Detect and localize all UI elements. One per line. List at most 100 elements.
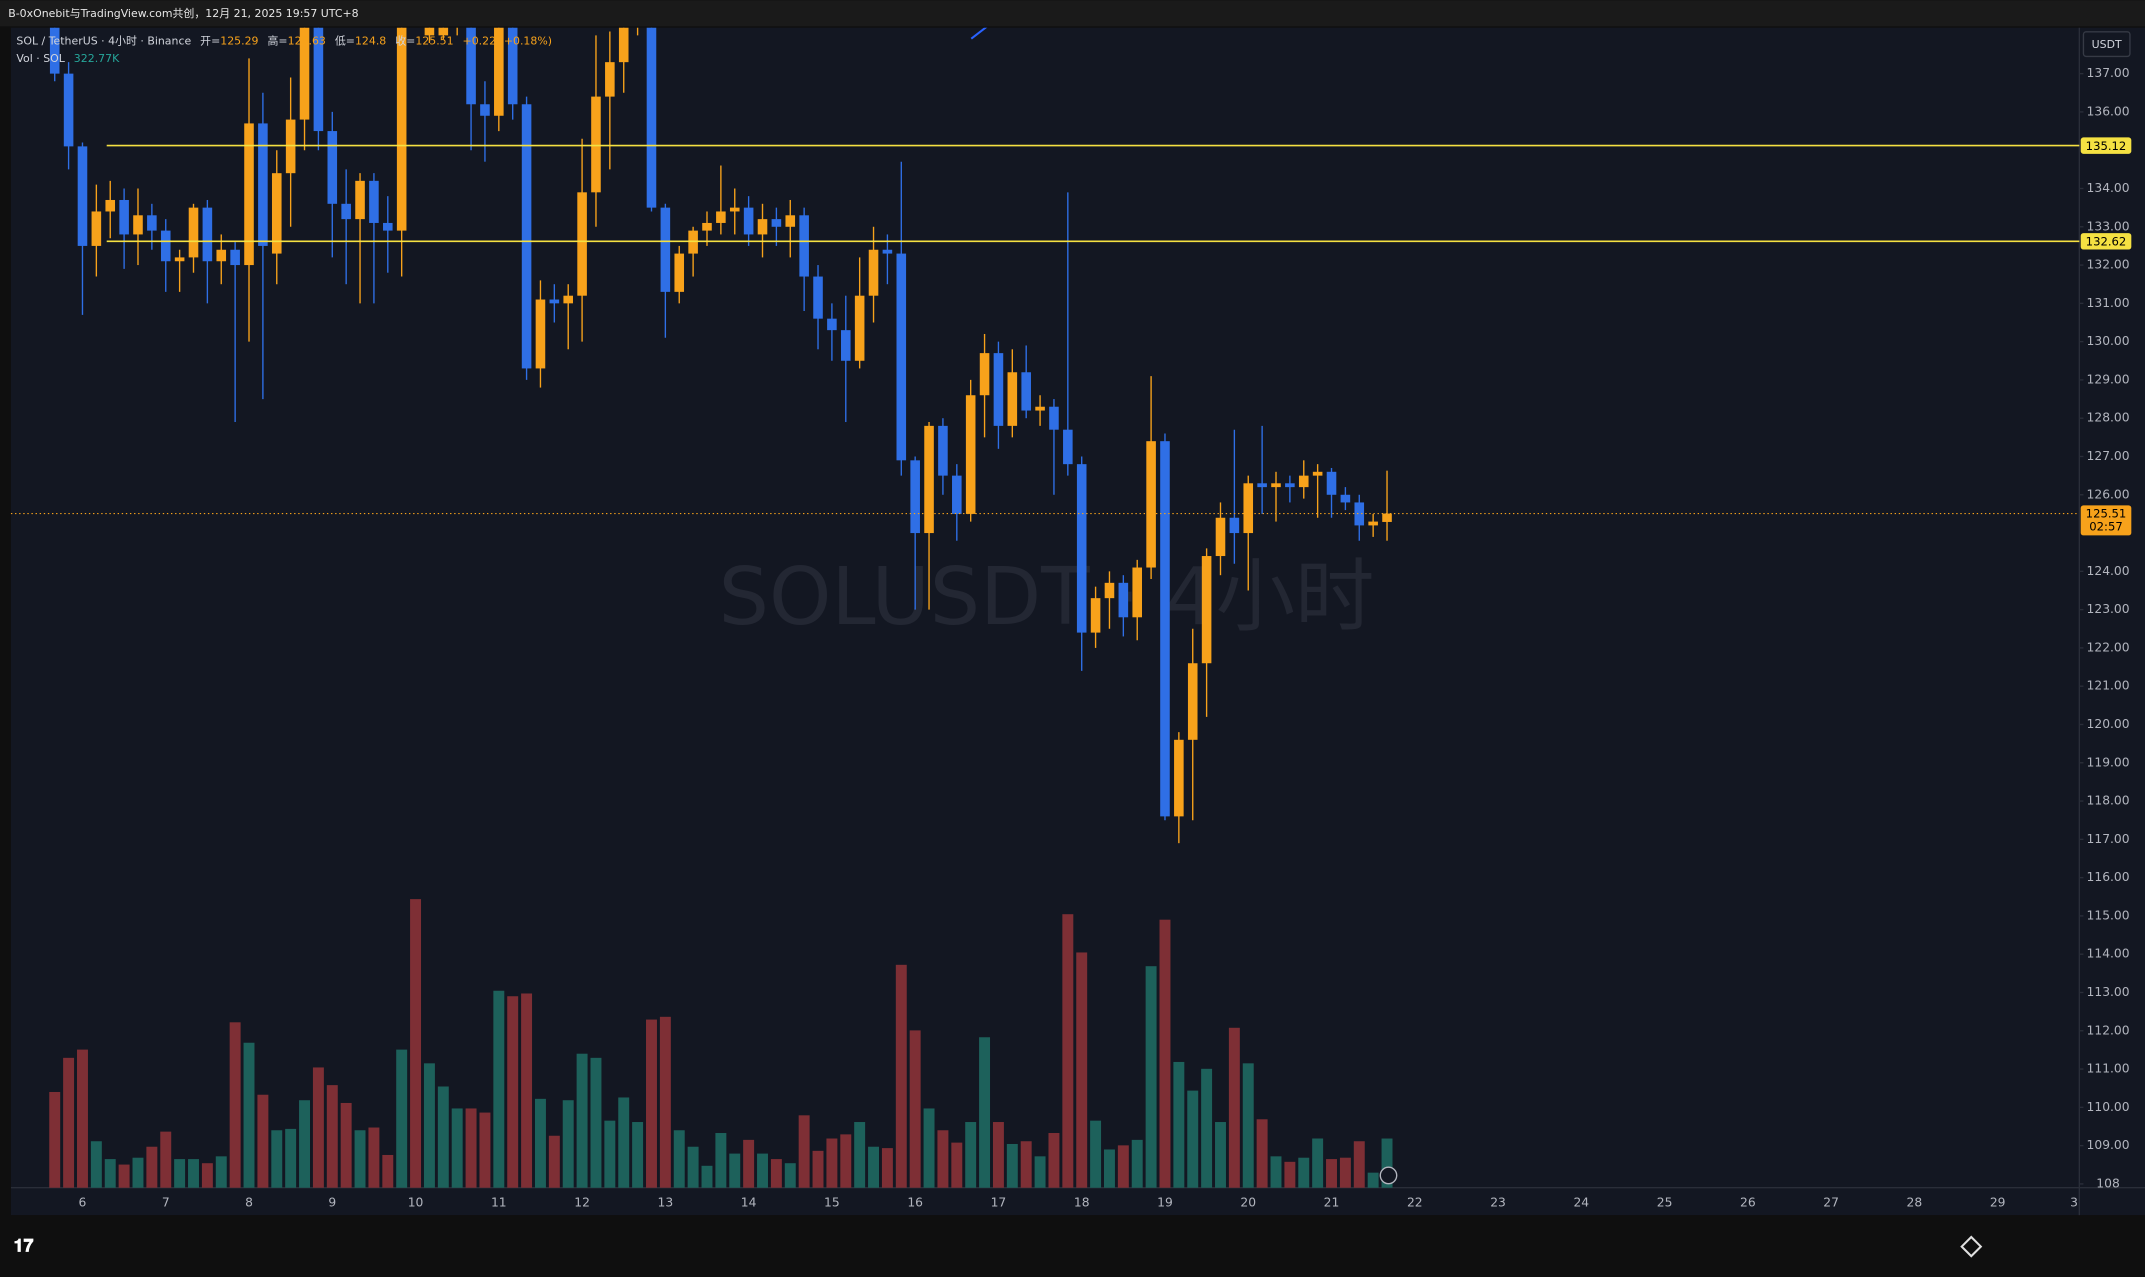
volume-bar xyxy=(1242,1063,1254,1188)
volume-bar xyxy=(1367,1172,1379,1188)
volume-bar xyxy=(534,1098,546,1188)
y-tick-label: 137.00 xyxy=(2087,66,2130,80)
candle-body xyxy=(868,249,879,296)
y-tick-label: 131.00 xyxy=(2087,296,2130,310)
volume-bar xyxy=(992,1122,1004,1188)
candle-body xyxy=(965,395,976,514)
volume-bar xyxy=(548,1135,560,1188)
volume-bar xyxy=(423,1063,435,1188)
volume-bar xyxy=(951,1142,963,1188)
volume-bar xyxy=(881,1148,893,1188)
legend-value: 125.51 xyxy=(415,34,453,47)
x-tick-label: 20 xyxy=(1240,1195,1256,1209)
x-tick-label: 9 xyxy=(328,1195,336,1209)
volume-bar xyxy=(437,1086,449,1188)
x-tick-label: 8 xyxy=(245,1195,253,1209)
y-tick-label: 109.00 xyxy=(2087,1138,2130,1152)
candle-body xyxy=(188,207,199,258)
x-tick-label: 28 xyxy=(1907,1195,1923,1209)
volume-bar xyxy=(451,1108,463,1188)
volume-bar xyxy=(909,1030,921,1188)
candle-body xyxy=(1104,582,1115,599)
volume-bar xyxy=(1187,1090,1199,1188)
y-tick-label: 120.00 xyxy=(2087,717,2130,731)
volume-bar xyxy=(1215,1122,1226,1188)
candle-body xyxy=(1049,406,1059,430)
legend-value: 126.63 xyxy=(288,34,326,47)
candle-body xyxy=(854,295,865,361)
y-tick-label: 133.00 xyxy=(2087,219,2130,233)
candle-body xyxy=(979,353,990,396)
candle-body xyxy=(535,299,546,369)
legend-change: +0.22 (+0.18%) xyxy=(463,34,552,47)
y-tick-label: 117.00 xyxy=(2087,832,2130,846)
volume-bar xyxy=(576,1053,588,1188)
volume-bar xyxy=(1256,1119,1268,1188)
volume-bar xyxy=(965,1122,977,1188)
candle-body xyxy=(1354,502,1365,526)
candle-body xyxy=(785,215,796,227)
volume-bar xyxy=(854,1122,866,1188)
candle-body xyxy=(1271,483,1281,488)
candle-body xyxy=(827,318,837,331)
volume-bar xyxy=(285,1128,297,1188)
volume-bar xyxy=(1381,1138,1393,1188)
legend-label: 收= xyxy=(395,33,415,47)
footer-logo: 𝟏𝟕 xyxy=(14,1236,34,1257)
unit-box xyxy=(2082,31,2131,58)
candle-body xyxy=(799,215,809,277)
candle-body xyxy=(521,104,532,369)
candle-body xyxy=(341,203,351,220)
candle-body xyxy=(563,295,574,304)
candle-body xyxy=(147,215,157,231)
candle-body xyxy=(1021,372,1031,411)
volume-bar xyxy=(646,1019,657,1188)
candle-body xyxy=(1340,494,1351,503)
candle-body xyxy=(674,253,685,292)
candle-body xyxy=(993,353,1004,426)
y-tick-label: 129.00 xyxy=(2087,372,2130,386)
candle-body xyxy=(882,249,893,254)
volume-bar xyxy=(673,1130,685,1188)
volume-bar xyxy=(368,1127,380,1188)
volume-bar xyxy=(784,1163,796,1188)
volume-bar xyxy=(340,1102,352,1188)
candle-body xyxy=(716,211,726,223)
candle-body xyxy=(605,62,615,97)
candle-body xyxy=(549,299,560,304)
candle-body xyxy=(480,104,490,116)
volume-bar xyxy=(465,1108,477,1188)
candle-body xyxy=(729,207,740,212)
candle-body xyxy=(1326,471,1337,495)
y-tick-label: 108 xyxy=(2096,1176,2119,1190)
volume-bar xyxy=(271,1130,283,1188)
volume-bar xyxy=(229,1022,241,1188)
candle-body xyxy=(105,199,116,212)
candle-body xyxy=(438,27,449,36)
volume-bar xyxy=(1298,1157,1310,1188)
y-tick-label: 134.00 xyxy=(2087,181,2130,195)
candle-body xyxy=(924,425,934,534)
candle-body xyxy=(1215,517,1226,557)
replay-icon[interactable] xyxy=(1379,1166,1398,1185)
candle-body xyxy=(160,230,171,262)
legend-label: 高= xyxy=(268,33,288,47)
x-tick-label: 10 xyxy=(408,1195,424,1209)
volume-bar xyxy=(715,1133,727,1188)
volume-bar xyxy=(382,1154,394,1188)
legend-value: 124.8 xyxy=(355,34,386,47)
candle-body xyxy=(952,475,962,514)
candle-body xyxy=(618,27,629,63)
candle-body xyxy=(1312,471,1323,476)
volume-bar xyxy=(1090,1120,1102,1188)
volume-bar xyxy=(215,1156,227,1188)
candle-body xyxy=(355,180,365,220)
candle-body xyxy=(174,257,185,262)
volume-bar xyxy=(1339,1157,1351,1188)
candle-body xyxy=(494,27,504,116)
candle-body xyxy=(660,207,671,292)
volume-bar xyxy=(757,1153,768,1188)
price-label-box xyxy=(2080,137,2132,154)
volume-bar xyxy=(90,1141,102,1188)
